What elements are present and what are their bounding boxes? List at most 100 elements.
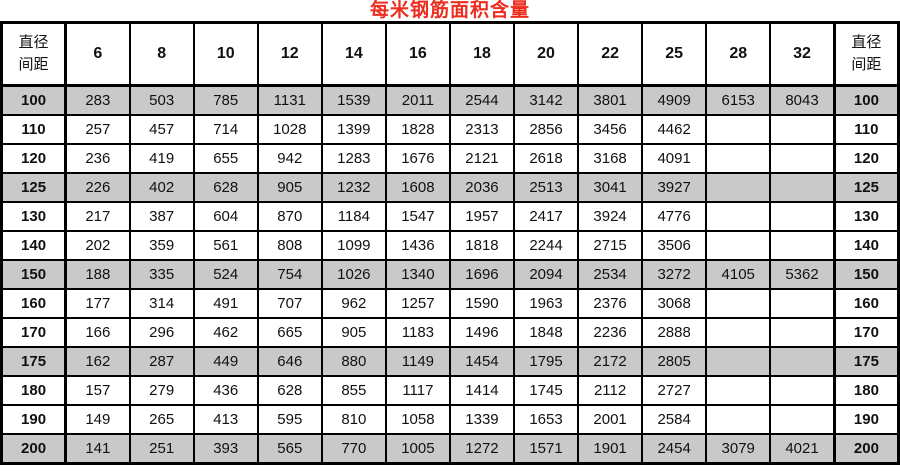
spacing-cell-right: 200 (832, 433, 900, 465)
table-row: 190 149 265 413 595 810 1058 1339 1653 2001 2584 19… (0, 404, 900, 435)
value-cell (705, 317, 772, 348)
value-cell: 1283 (320, 143, 387, 174)
spacing-cell-right: 100 (832, 84, 900, 116)
value-cell: 1436 (384, 230, 451, 261)
value-cell: 226 (64, 172, 131, 203)
value-cell: 565 (256, 433, 323, 465)
value-cell (769, 114, 836, 145)
spacing-cell-left: 200 (0, 433, 68, 465)
value-cell: 2011 (384, 84, 451, 116)
value-cell (769, 172, 836, 203)
diameter-header: 25 (641, 21, 708, 87)
value-cell: 265 (128, 404, 195, 435)
value-cell: 2715 (577, 230, 644, 261)
value-cell: 1696 (448, 259, 516, 290)
value-cell: 604 (192, 201, 259, 232)
spacing-cell-left: 190 (0, 404, 68, 435)
value-cell: 3924 (577, 201, 644, 232)
value-cell: 646 (256, 346, 323, 377)
value-cell: 770 (320, 433, 387, 465)
value-cell: 1608 (384, 172, 451, 203)
value-cell: 149 (64, 404, 131, 435)
value-cell: 1496 (448, 317, 516, 348)
value-cell (705, 346, 772, 377)
value-cell: 3041 (577, 172, 644, 203)
diameter-header: 28 (705, 21, 772, 87)
value-cell: 1058 (384, 404, 451, 435)
page-title: 每米钢筋面积含量 (369, 0, 530, 21)
value-cell: 810 (320, 404, 387, 435)
diameter-header: 8 (128, 21, 195, 87)
table-row: 160 177 314 491 707 962 1257 1590 1963 2376 3068 16… (0, 288, 900, 319)
value-cell (705, 201, 772, 232)
value-cell: 1745 (512, 375, 580, 406)
diameter-header: 16 (384, 21, 451, 87)
value-cell: 3142 (512, 84, 580, 116)
table-row: 125 226 402 628 905 1232 1608 2036 2513 3041 3927 1… (0, 172, 900, 203)
spacing-cell-left: 140 (0, 230, 68, 261)
value-cell: 1590 (448, 288, 516, 319)
value-cell: 2584 (641, 404, 708, 435)
spacing-cell-right: 120 (832, 143, 900, 174)
value-cell: 1848 (512, 317, 580, 348)
value-cell: 1028 (256, 114, 323, 145)
value-cell: 188 (64, 259, 131, 290)
value-cell: 1272 (448, 433, 516, 465)
value-cell: 714 (192, 114, 259, 145)
value-cell: 3272 (641, 259, 708, 290)
value-cell: 6153 (705, 84, 772, 116)
corner-label-line: 直径 (851, 34, 882, 51)
value-cell: 202 (64, 230, 131, 261)
diameter-header: 14 (320, 21, 387, 87)
value-cell: 1676 (384, 143, 451, 174)
value-cell: 387 (128, 201, 195, 232)
value-cell: 314 (128, 288, 195, 319)
value-cell: 491 (192, 288, 259, 319)
corner-label-line: 直径 (18, 34, 49, 51)
value-cell: 2236 (577, 317, 644, 348)
value-cell: 141 (64, 433, 131, 465)
value-cell: 1117 (384, 375, 451, 406)
diameter-header: 10 (192, 21, 259, 87)
value-cell: 419 (128, 143, 195, 174)
value-cell: 1795 (512, 346, 580, 377)
spacing-cell-left: 180 (0, 375, 68, 406)
table-row: 200 141 251 393 565 770 1005 1272 1571 1901 2454 30… (0, 433, 900, 465)
value-cell: 5362 (769, 259, 836, 290)
value-cell: 1340 (384, 259, 451, 290)
value-cell: 1339 (448, 404, 516, 435)
value-cell (705, 114, 772, 145)
value-cell (705, 172, 772, 203)
value-cell (769, 317, 836, 348)
value-cell: 628 (192, 172, 259, 203)
value-cell: 283 (64, 84, 131, 116)
diameter-header: 6 (64, 21, 131, 87)
value-cell (769, 375, 836, 406)
value-cell (769, 143, 836, 174)
spacing-cell-right: 130 (832, 201, 900, 232)
value-cell (769, 404, 836, 435)
value-cell: 2001 (577, 404, 644, 435)
value-cell: 4091 (641, 143, 708, 174)
table-row: 140 202 359 561 808 1099 1436 1818 2244 2715 3506 1… (0, 230, 900, 261)
value-cell: 2417 (512, 201, 580, 232)
value-cell: 2534 (577, 259, 644, 290)
spacing-cell-left: 120 (0, 143, 68, 174)
value-cell: 166 (64, 317, 131, 348)
corner-label-line: 间距 (851, 56, 882, 73)
value-cell: 177 (64, 288, 131, 319)
corner-header-right: 直径 间距 (832, 21, 900, 87)
value-cell: 8043 (769, 84, 836, 116)
rebar-area-table: 直径 间距 6 8 10 12 14 16 18 20 22 25 28 32 直径 间距 100 283 503… (0, 21, 900, 465)
value-cell: 4462 (641, 114, 708, 145)
value-cell: 2036 (448, 172, 516, 203)
spacing-cell-left: 100 (0, 84, 68, 116)
value-cell: 1414 (448, 375, 516, 406)
value-cell: 1454 (448, 346, 516, 377)
value-cell: 503 (128, 84, 195, 116)
value-cell: 2376 (577, 288, 644, 319)
value-cell: 1149 (384, 346, 451, 377)
spacing-cell-left: 150 (0, 259, 68, 290)
value-cell (769, 346, 836, 377)
value-cell: 1184 (320, 201, 387, 232)
